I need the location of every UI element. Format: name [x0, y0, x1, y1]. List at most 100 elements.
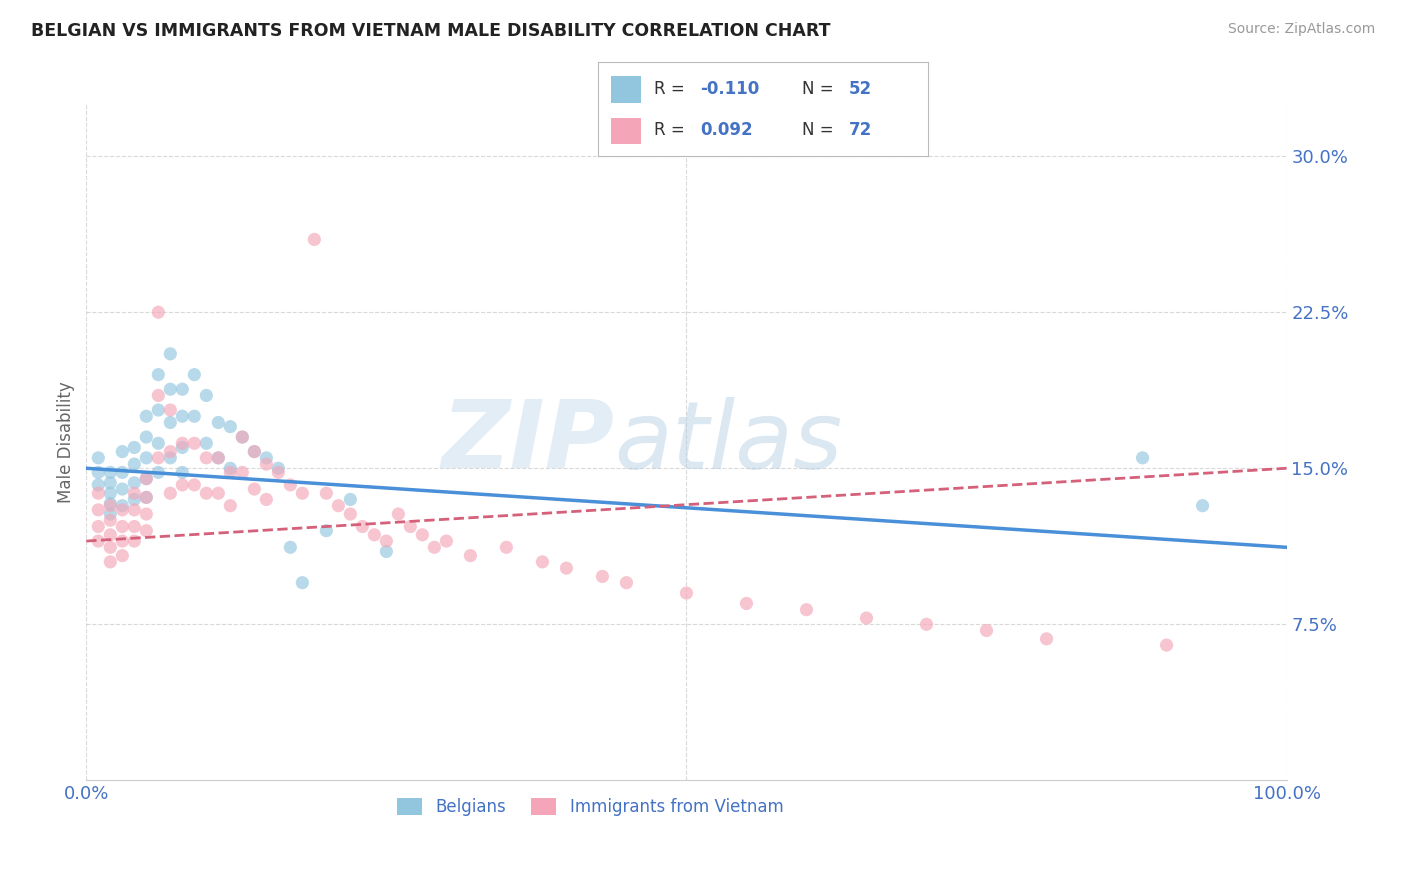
Point [172, 478, 194, 492]
Point [254, 457, 277, 471]
Point [124, 486, 146, 500]
Point [148, 305, 170, 319]
Point [411, 528, 433, 542]
Point [124, 475, 146, 490]
Point [495, 541, 517, 555]
Point [159, 347, 181, 361]
Point [363, 528, 385, 542]
Point [135, 524, 157, 538]
Point [460, 549, 482, 563]
Point [98, 475, 121, 490]
Point [111, 466, 134, 480]
Legend: Belgians, Immigrants from Vietnam: Belgians, Immigrants from Vietnam [391, 791, 790, 822]
Point [315, 486, 337, 500]
Point [267, 466, 290, 480]
Text: N =: N = [803, 121, 839, 139]
Point [124, 441, 146, 455]
Point [148, 368, 170, 382]
Point [855, 611, 877, 625]
Point [135, 491, 157, 505]
Point [1191, 499, 1213, 513]
Point [291, 575, 314, 590]
Point [399, 519, 422, 533]
Point [172, 382, 194, 396]
Point [195, 486, 218, 500]
Text: N =: N = [803, 80, 839, 98]
Y-axis label: Male Disability: Male Disability [58, 382, 75, 503]
Text: 52: 52 [849, 80, 872, 98]
Point [111, 444, 134, 458]
Point [87, 466, 110, 480]
Point [98, 486, 121, 500]
Text: BELGIAN VS IMMIGRANTS FROM VIETNAM MALE DISABILITY CORRELATION CHART: BELGIAN VS IMMIGRANTS FROM VIETNAM MALE … [31, 22, 831, 40]
Point [616, 575, 638, 590]
Point [135, 507, 157, 521]
Point [243, 482, 266, 496]
Point [183, 436, 205, 450]
Point [976, 624, 998, 638]
Point [159, 450, 181, 465]
Text: 72: 72 [849, 121, 872, 139]
Point [254, 492, 277, 507]
Point [87, 503, 110, 517]
Point [555, 561, 578, 575]
Point [254, 450, 277, 465]
Point [915, 617, 938, 632]
Point [135, 450, 157, 465]
Point [87, 519, 110, 533]
Point [219, 461, 242, 475]
Point [87, 486, 110, 500]
Point [195, 450, 218, 465]
Point [111, 482, 134, 496]
Point [98, 528, 121, 542]
Point [328, 499, 350, 513]
Point [219, 499, 242, 513]
Point [124, 457, 146, 471]
Point [231, 430, 253, 444]
Point [531, 555, 554, 569]
Point [280, 541, 302, 555]
Point [159, 416, 181, 430]
Point [207, 450, 229, 465]
Point [172, 436, 194, 450]
Point [159, 444, 181, 458]
Point [98, 497, 121, 511]
FancyBboxPatch shape [610, 77, 641, 103]
Point [135, 472, 157, 486]
Point [352, 519, 374, 533]
Point [291, 486, 314, 500]
Point [159, 403, 181, 417]
Point [148, 403, 170, 417]
Point [124, 519, 146, 533]
Point [148, 450, 170, 465]
Text: 0.092: 0.092 [700, 121, 752, 139]
Point [98, 555, 121, 569]
Point [98, 541, 121, 555]
Point [267, 461, 290, 475]
Point [111, 534, 134, 549]
Point [207, 486, 229, 500]
Point [124, 503, 146, 517]
FancyBboxPatch shape [610, 118, 641, 144]
Point [111, 519, 134, 533]
Point [159, 486, 181, 500]
Point [243, 444, 266, 458]
Point [124, 534, 146, 549]
Point [675, 586, 697, 600]
Point [375, 544, 398, 558]
Text: R =: R = [654, 80, 690, 98]
Point [87, 450, 110, 465]
Point [135, 409, 157, 424]
Point [98, 513, 121, 527]
Point [735, 597, 758, 611]
Text: R =: R = [654, 121, 690, 139]
Point [183, 478, 205, 492]
Point [339, 492, 361, 507]
Point [231, 466, 253, 480]
Text: -0.110: -0.110 [700, 80, 759, 98]
Point [148, 466, 170, 480]
Point [124, 492, 146, 507]
Text: atlas: atlas [614, 397, 842, 488]
Point [159, 382, 181, 396]
Point [280, 478, 302, 492]
